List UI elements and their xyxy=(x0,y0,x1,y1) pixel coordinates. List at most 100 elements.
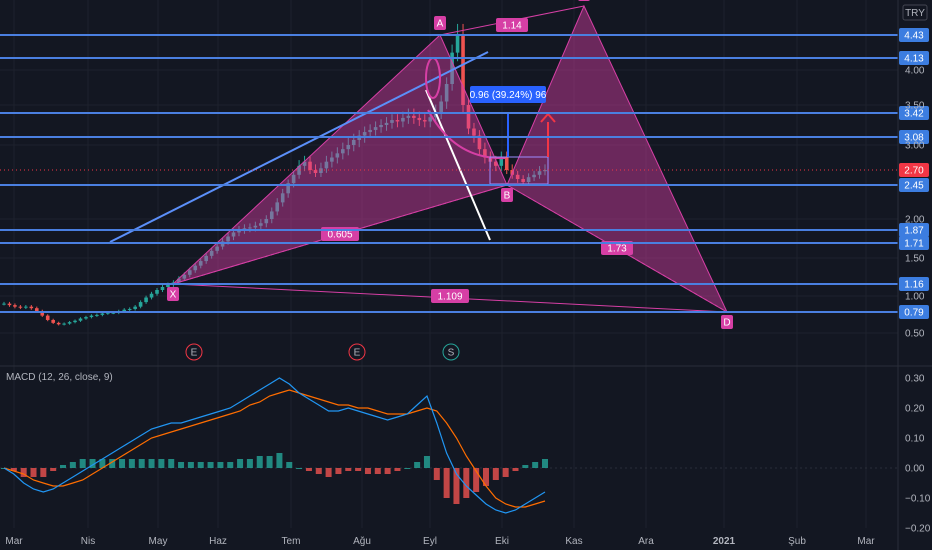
macd-tick-label: 0.00 xyxy=(905,464,925,475)
candle-body xyxy=(62,323,66,325)
level-tag xyxy=(899,305,929,319)
event-marker[interactable] xyxy=(348,343,366,361)
candle-body xyxy=(330,157,334,162)
time-tick-label: Ağu xyxy=(353,536,371,547)
time-tick-label: Eki xyxy=(495,536,509,547)
cup-curve xyxy=(427,109,506,160)
ratio-label: 0.605 xyxy=(327,230,352,241)
time-tick-label: May xyxy=(149,536,168,547)
candle-body xyxy=(155,290,159,294)
macd-hist-bar xyxy=(168,459,175,468)
candle-body xyxy=(351,140,356,145)
candle-body xyxy=(450,52,454,84)
pattern-point-d-tag xyxy=(721,315,733,329)
candle-body xyxy=(138,302,143,307)
macd-hist-bar xyxy=(364,468,371,474)
macd-hist-bar xyxy=(482,468,489,486)
candle-body xyxy=(259,223,263,226)
candle-body xyxy=(160,287,165,290)
candle-body xyxy=(417,117,422,121)
candle-body xyxy=(499,157,504,166)
candle-body xyxy=(280,193,285,203)
macd-tick-label: 0.10 xyxy=(905,434,925,445)
time-tick-label: Ara xyxy=(638,536,654,547)
candle-body xyxy=(248,227,252,229)
time-tick-label: Nis xyxy=(81,536,95,547)
candle-body xyxy=(472,128,476,136)
candle-body xyxy=(106,312,110,314)
candle-body xyxy=(13,305,17,307)
macd-hist-bar xyxy=(217,462,224,468)
event-marker[interactable] xyxy=(185,343,203,361)
measure-label-box xyxy=(470,86,546,103)
macd-hist-bar xyxy=(207,462,214,468)
macd-tick-label: −0.20 xyxy=(905,524,931,535)
candle-body xyxy=(439,101,443,113)
candle-body xyxy=(504,157,509,170)
candle-body xyxy=(543,170,547,172)
candle-body xyxy=(237,230,241,233)
time-tick-label: Eyl xyxy=(423,536,437,547)
candle-body xyxy=(177,278,181,283)
macd-hist-bar xyxy=(148,459,155,468)
macd-hist-bar xyxy=(20,468,27,477)
candle-body xyxy=(395,120,400,122)
horizontal-levels[interactable]: 4.43 4.13 3.42 3.08 2.45 1.87 1.71 1.16 0.79 2.70 xyxy=(0,28,929,319)
candle-body xyxy=(390,120,394,123)
candle-body xyxy=(45,315,50,320)
candle-body xyxy=(2,303,6,305)
macd-hist-bar xyxy=(423,456,430,468)
candle-body xyxy=(313,170,318,173)
pattern-point-x: X xyxy=(170,290,177,301)
level-tag-label: 3.08 xyxy=(904,133,924,144)
pattern-point-d: D xyxy=(723,318,730,329)
candle-body xyxy=(302,161,307,166)
pattern-point-a: A xyxy=(437,19,444,30)
price-tick-label: 1.00 xyxy=(905,292,925,303)
candle-body xyxy=(264,219,269,224)
macd-hist-bar xyxy=(315,468,322,474)
macd-hist-bar xyxy=(79,459,86,468)
candle-body xyxy=(95,314,99,316)
candle-body xyxy=(127,308,132,310)
candle-body xyxy=(444,84,449,102)
macd-hist-bar xyxy=(443,468,450,498)
macd-hist-bar xyxy=(522,465,529,468)
time-tick-label: Mar xyxy=(5,536,23,547)
candle-body xyxy=(34,308,39,312)
candle-body xyxy=(122,309,127,312)
level-tag xyxy=(899,178,929,192)
time-tick-label: Tem xyxy=(282,536,301,547)
macd-hist-bar xyxy=(50,468,57,471)
macd-hist-bar xyxy=(266,456,273,468)
candle-body xyxy=(494,161,498,166)
macd-hist-bar xyxy=(374,468,381,474)
last-price-label: 2.70 xyxy=(904,166,924,177)
level-tag-label: 1.71 xyxy=(904,239,924,250)
candle-body xyxy=(428,117,433,122)
candle-body xyxy=(384,122,389,125)
level-tag-label: 3.42 xyxy=(904,109,924,120)
event-marker[interactable] xyxy=(442,343,460,361)
candle-body xyxy=(51,319,55,323)
macd-tick-label: 0.30 xyxy=(905,374,925,385)
candle-body xyxy=(111,312,116,314)
macd-hist-bar xyxy=(187,462,194,468)
candle-body xyxy=(144,297,148,303)
level-tag xyxy=(899,28,929,42)
price-tick-label: 3.50 xyxy=(905,101,925,112)
candle-body xyxy=(275,202,280,212)
macd-hist-bar xyxy=(394,468,401,471)
macd-hist-bar xyxy=(138,459,145,468)
candle-body xyxy=(133,306,137,309)
macd-hist-bar xyxy=(512,468,519,471)
macd-hist-bar xyxy=(128,459,135,468)
level-tag xyxy=(899,277,929,291)
ratio-tag xyxy=(431,289,469,303)
candle-body xyxy=(466,105,471,129)
time-tick-label: 2021 xyxy=(713,536,736,547)
currency-badge[interactable] xyxy=(902,4,928,21)
